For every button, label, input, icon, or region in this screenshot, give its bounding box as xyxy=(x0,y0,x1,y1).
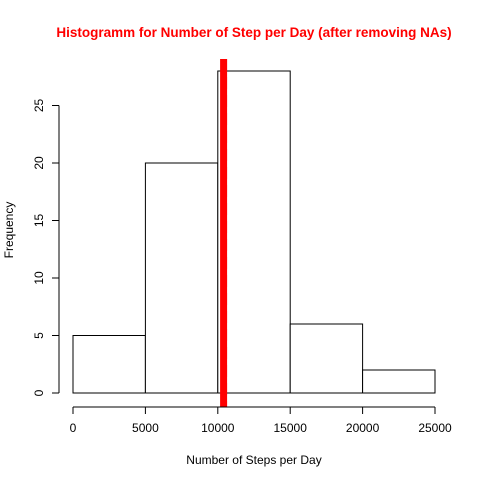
x-tick-label: 0 xyxy=(70,421,77,435)
y-tick-label: 25 xyxy=(32,99,46,113)
y-tick-label: 15 xyxy=(32,214,46,228)
y-tick-label: 10 xyxy=(32,271,46,285)
y-axis-title: Frequency xyxy=(2,202,16,259)
histogram-bar-0 xyxy=(72,335,146,394)
histogram-bar-1 xyxy=(144,162,219,394)
y-axis: 0 5 10 15 20 25 xyxy=(32,99,60,396)
x-tick-label: 25000 xyxy=(418,421,452,435)
x-axis-title: Number of Steps per Day xyxy=(186,453,321,467)
reference-lines xyxy=(220,59,228,407)
histogram-bar-2 xyxy=(217,70,291,394)
y-tick-label: 0 xyxy=(32,389,46,396)
chart-title: Histogramm for Number of Step per Day (a… xyxy=(56,25,451,40)
histogram-bar-3 xyxy=(289,323,364,394)
x-tick-label: 15000 xyxy=(274,421,308,435)
y-tick-label: 20 xyxy=(32,156,46,170)
x-tick-label: 20000 xyxy=(346,421,380,435)
x-tick-label: 5000 xyxy=(132,421,159,435)
y-tick-label: 5 xyxy=(32,332,46,339)
bars-group xyxy=(72,70,436,394)
x-tick-label: 10000 xyxy=(201,421,235,435)
x-axis: 0 5000 10000 15000 20000 25000 xyxy=(70,406,452,435)
histogram-bar-4 xyxy=(362,369,436,394)
